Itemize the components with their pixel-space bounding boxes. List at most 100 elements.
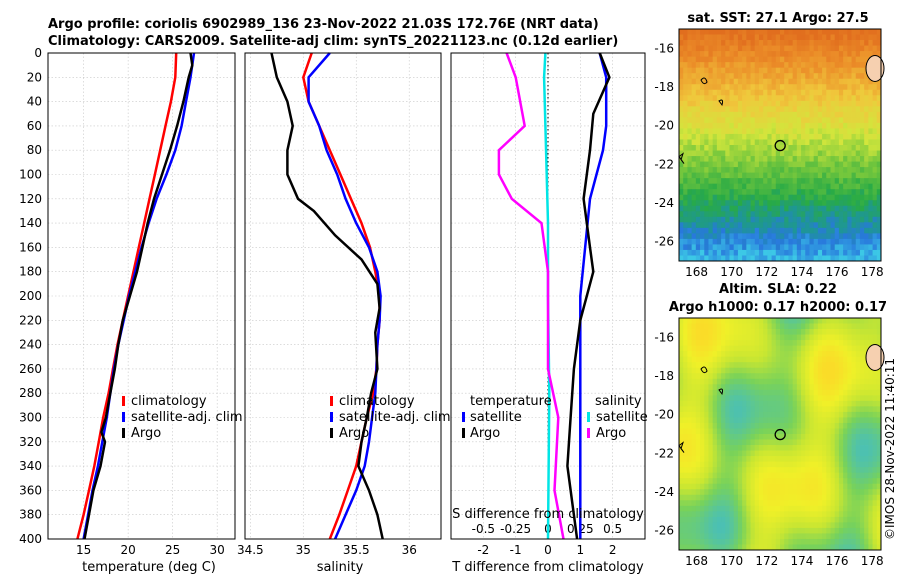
series-argo	[270, 52, 384, 540]
ytick-label: 200	[19, 289, 42, 303]
ytick-label: 320	[19, 435, 42, 449]
argo-position-marker	[774, 428, 786, 441]
xtick-label: 15	[76, 543, 91, 557]
ytick-label: 400	[19, 532, 42, 546]
sla-map-subtitle: Argo h1000: 0.17 h2000: 0.17	[669, 300, 887, 315]
salinity-panel: 34.5 35 35.5 36	[237, 52, 442, 557]
series-t-satellite	[579, 52, 608, 539]
ytick-label: 40	[27, 95, 42, 109]
temperature-legend: climatology satellite-adj. clim Argo	[122, 394, 243, 441]
temperature-panel: 15 20 25 3002040608010012014016018020022024…	[19, 46, 236, 557]
xtick-top-label: -0.5	[472, 522, 495, 536]
ytick-label: 100	[19, 168, 42, 182]
map-ytick: -18	[654, 80, 674, 94]
xtick-label: 36	[402, 543, 417, 557]
xtick-label: 34.5	[237, 543, 264, 557]
xtick-label: 30	[210, 543, 225, 557]
xtick-label: 1	[577, 543, 585, 557]
salinity-xlabel: salinity	[317, 560, 364, 575]
legend-t-argo: Argo	[470, 426, 500, 441]
xtick-label: 0	[544, 543, 552, 557]
legend-argo: Argo	[131, 426, 161, 441]
map-ytick: -26	[654, 524, 674, 538]
xtick-label: -1	[510, 543, 522, 557]
map-ytick: -16	[654, 41, 674, 55]
xtick-top-label: -0.25	[500, 522, 531, 536]
xtick-label: 35.5	[343, 543, 370, 557]
sla-map: 168 170 172 174 176 178 -16 -18 -20 -22 -24 -26	[654, 317, 885, 568]
legend-title-temperature: temperature	[470, 394, 552, 409]
xtick-label: -2	[477, 543, 489, 557]
title-line2: Climatology: CARS2009. Satellite-adj cli…	[48, 34, 618, 49]
map-xtick: 178	[861, 265, 884, 279]
series-argo	[83, 52, 194, 540]
land-patch	[865, 343, 885, 371]
map-ytick: -22	[654, 446, 674, 460]
sst-map-title: sat. SST: 27.1 Argo: 27.5	[687, 11, 868, 26]
salinity-legend: climatology satellite-adj. clim Argo	[330, 394, 451, 441]
map-ytick: -24	[654, 485, 674, 499]
series-satellite-adj-clim	[307, 52, 382, 540]
map-ytick: -20	[654, 119, 674, 133]
ytick-label: 220	[19, 313, 42, 327]
map-xtick: 170	[720, 265, 743, 279]
credit: ©IMOS 28-Nov-2022 11:40:11	[883, 358, 897, 540]
argo-position-marker	[774, 139, 786, 152]
difference-legend: temperature salinity satellite Argo sate…	[462, 394, 648, 441]
ytick-label: 120	[19, 192, 42, 206]
map-xtick: 170	[720, 554, 743, 568]
map-ytick: -22	[654, 157, 674, 171]
ytick-label: 160	[19, 240, 42, 254]
xtick-label: 25	[165, 543, 180, 557]
legend-title-salinity: salinity	[595, 394, 642, 409]
map-ytick: -26	[654, 235, 674, 249]
ytick-label: 0	[34, 46, 42, 60]
xtick-label: 2	[609, 543, 617, 557]
xtick-label: 35	[296, 543, 311, 557]
ytick-label: 140	[19, 216, 42, 230]
land-patch	[865, 54, 885, 82]
ytick-label: 280	[19, 386, 42, 400]
map-xtick: 168	[685, 554, 708, 568]
legend-satellite: satellite-adj. clim	[339, 410, 451, 425]
map-xtick: 176	[826, 554, 849, 568]
ytick-label: 240	[19, 338, 42, 352]
ytick-label: 260	[19, 362, 42, 376]
ytick-label: 20	[27, 70, 42, 84]
sst-map: 168 170 172 174 176 178 -16 -18 -20 -22 -24 -26	[654, 28, 885, 279]
legend-climatology: climatology	[339, 394, 415, 409]
map-ytick: -20	[654, 408, 674, 422]
title-line1: Argo profile: coriolis 6902989_136 23-No…	[48, 17, 599, 32]
ytick-label: 60	[27, 119, 42, 133]
xtick-label: 20	[121, 543, 136, 557]
map-xtick: 176	[826, 265, 849, 279]
xtick-top-label: 0.5	[603, 522, 622, 536]
legend-argo: Argo	[339, 426, 369, 441]
map-xtick: 172	[755, 554, 778, 568]
series-t-argo	[566, 52, 611, 540]
map-xtick: 168	[685, 265, 708, 279]
ytick-label: 340	[19, 459, 42, 473]
ytick-label: 180	[19, 265, 42, 279]
legend-satellite: satellite-adj. clim	[131, 410, 243, 425]
ytick-label: 360	[19, 483, 42, 497]
map-ytick: -16	[654, 330, 674, 344]
t-difference-xlabel: T difference from climatology	[451, 560, 644, 575]
series-s-argo	[497, 52, 565, 540]
map-xtick: 174	[791, 265, 814, 279]
map-ytick: -18	[654, 369, 674, 383]
legend-climatology: climatology	[131, 394, 207, 409]
sla-map-title: Altim. SLA: 0.22	[719, 282, 837, 297]
legend-s-argo: Argo	[596, 426, 626, 441]
ytick-label: 300	[19, 411, 42, 425]
map-xtick: 172	[755, 265, 778, 279]
map-xtick: 174	[791, 554, 814, 568]
s-difference-xlabel: S difference from climatology	[452, 507, 644, 522]
legend-t-satellite: satellite	[470, 410, 522, 425]
map-ytick: -24	[654, 196, 674, 210]
temperature-xlabel: temperature (deg C)	[82, 560, 216, 575]
map-xtick: 178	[861, 554, 884, 568]
legend-s-satellite: satellite	[596, 410, 648, 425]
